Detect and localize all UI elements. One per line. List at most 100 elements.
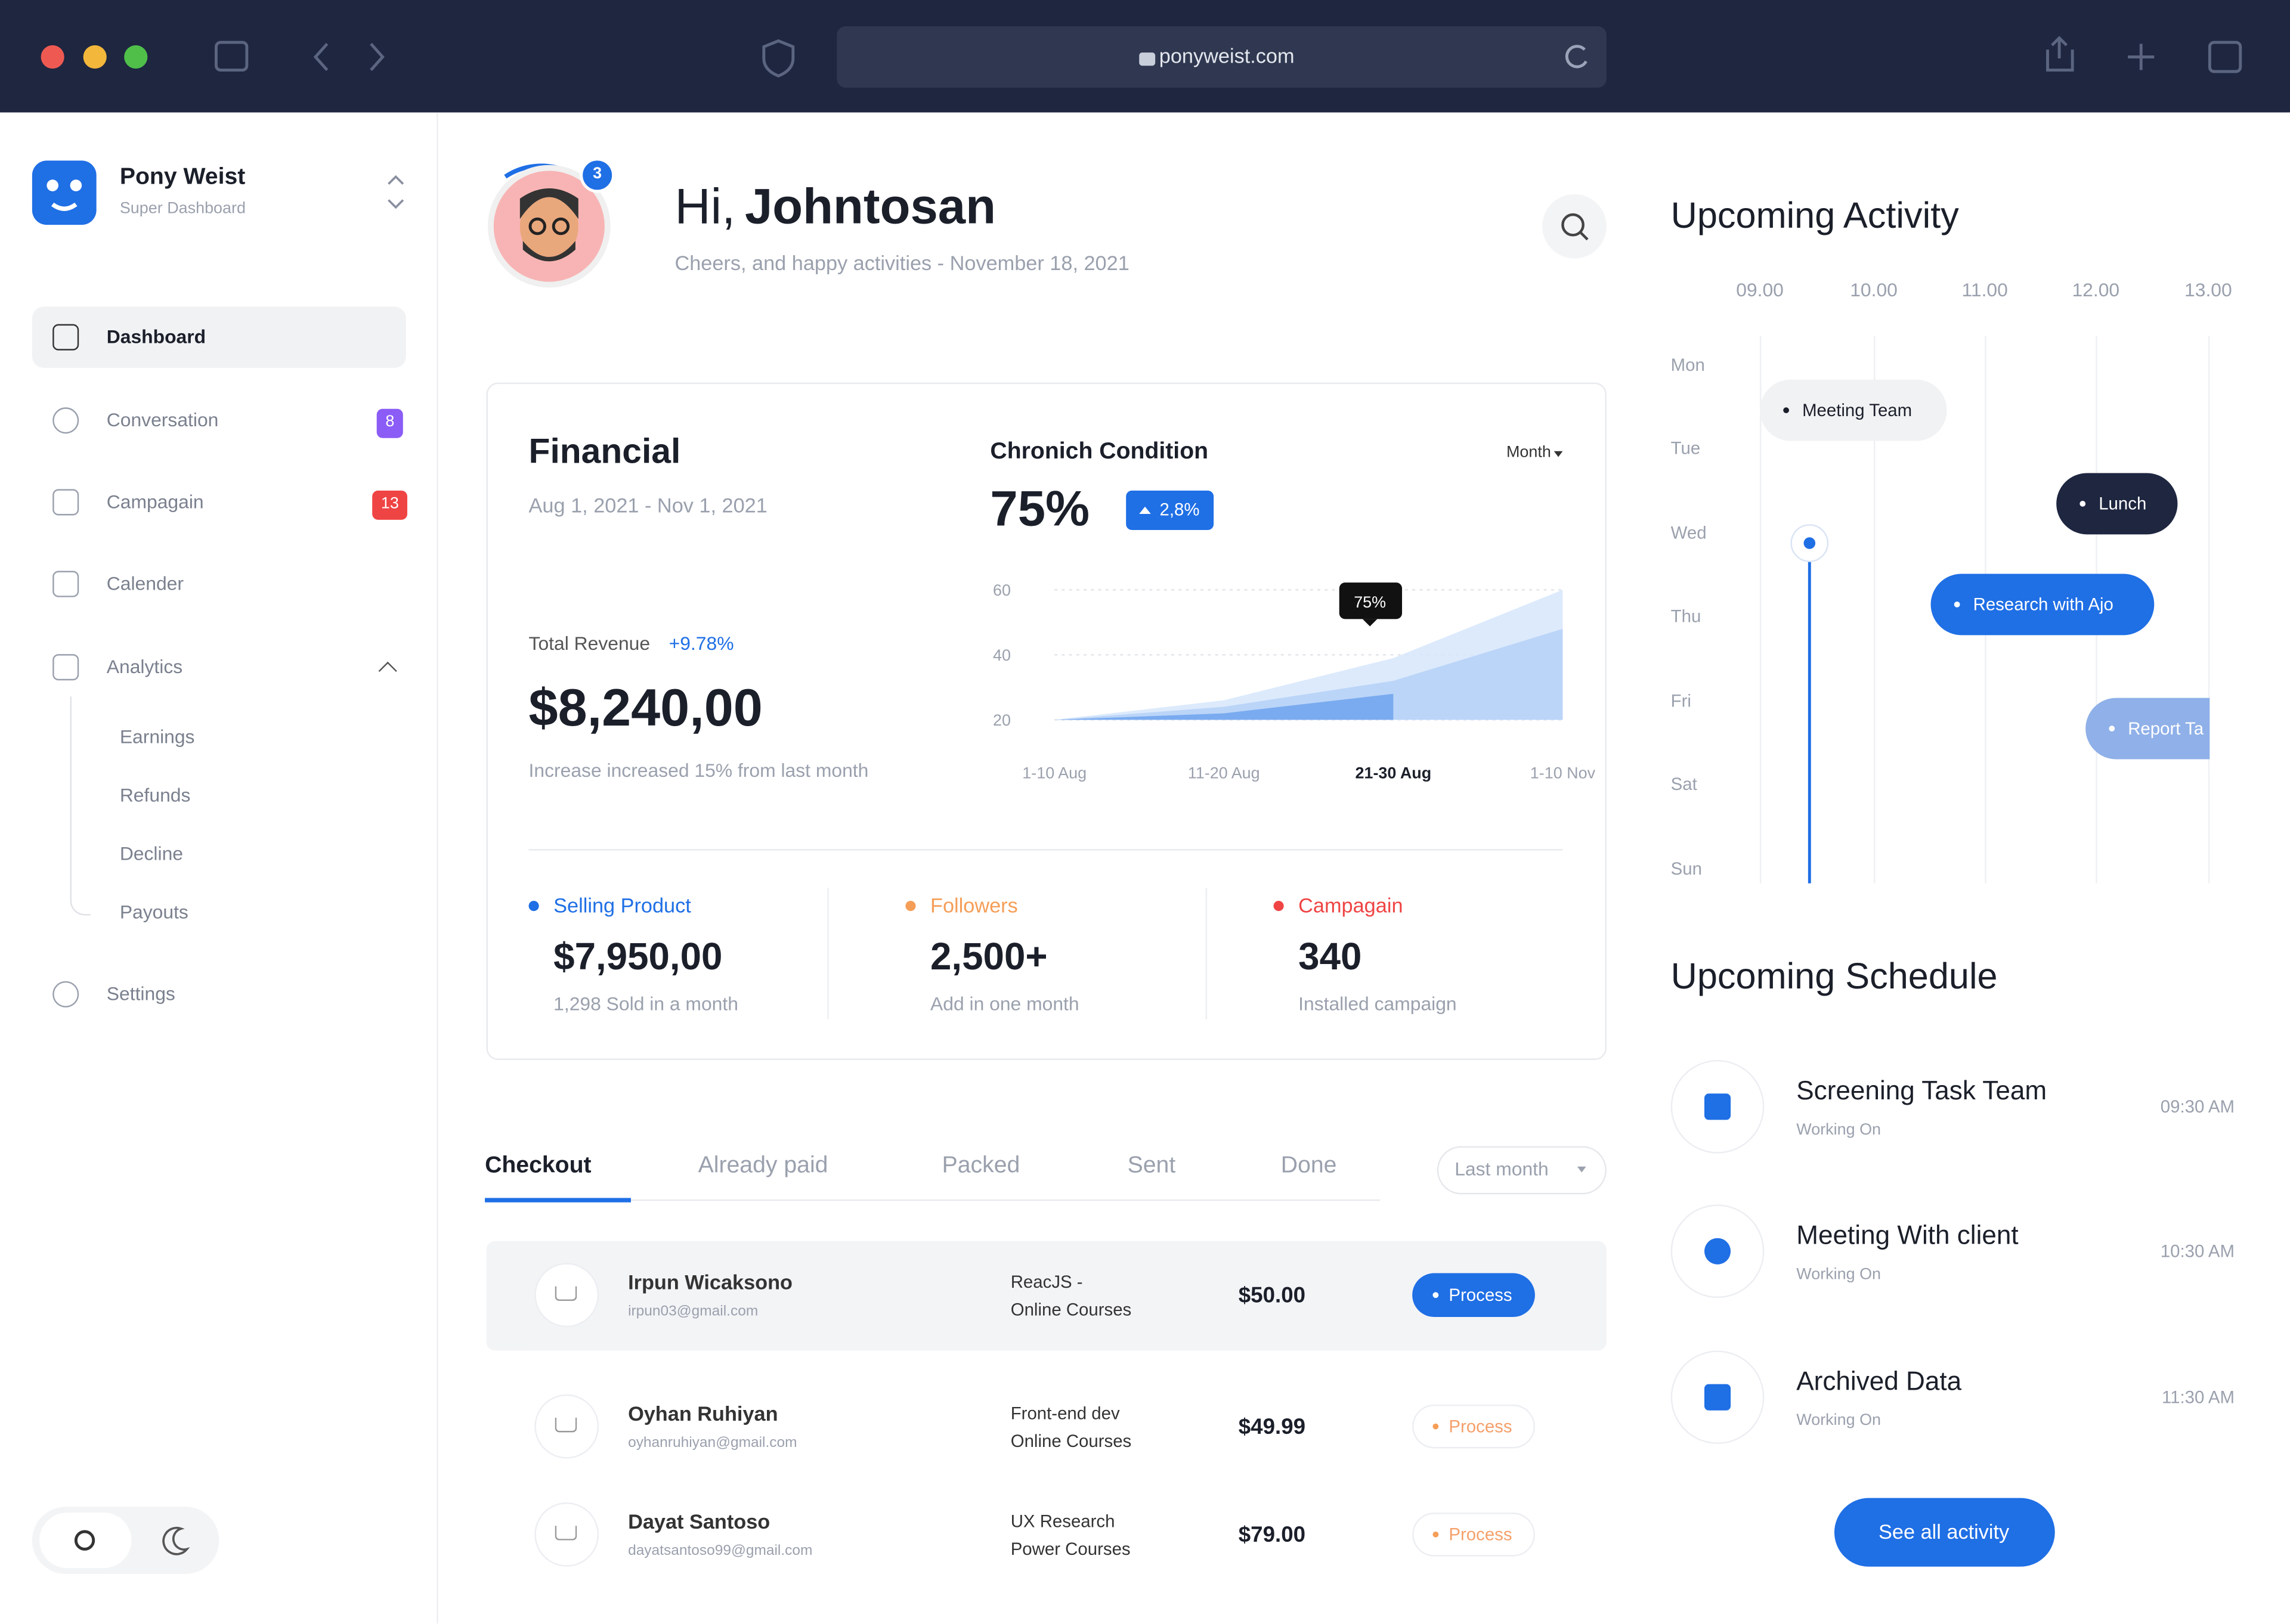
share-icon[interactable] (2046, 36, 2074, 72)
event-pill[interactable] (1760, 379, 1947, 441)
logo-eye (70, 179, 82, 191)
lock-icon (1139, 52, 1156, 66)
filter-pill[interactable] (1437, 1146, 1607, 1195)
maximize-dot[interactable] (124, 45, 148, 69)
hour-label: 09.00 (1736, 278, 1784, 301)
x-tick-label: 11-20 Aug (1188, 764, 1260, 782)
schedule-title: Upcoming Schedule (1670, 955, 1998, 997)
new-tab-icon[interactable] (2128, 44, 2155, 70)
reload-icon[interactable] (1565, 45, 1587, 69)
url: ponyweist.com (1159, 44, 1295, 68)
menu-icon (52, 571, 79, 597)
brand-name: Pony Weist (119, 165, 246, 190)
user-name: Johntosan (744, 179, 996, 235)
up-caret (1139, 501, 1151, 515)
see-all-button[interactable] (1834, 1498, 2055, 1567)
customer-email: oyhanruhiyan@gmail.com (628, 1435, 797, 1452)
menu-item[interactable]: Analytics (106, 655, 183, 678)
stat-value: $7,950,00 (553, 934, 723, 978)
hour-label: 11.00 (1961, 278, 2008, 301)
submenu-item[interactable]: Decline (119, 842, 184, 864)
theme-light[interactable] (39, 1513, 132, 1569)
stat-label: Followers (930, 894, 1018, 918)
menu-badge: 13 (372, 491, 408, 520)
tooltip-arrow (1362, 619, 1378, 627)
day-label: Sun (1670, 858, 1702, 879)
menu-item[interactable]: Campagain (106, 490, 204, 513)
hour-label: 12.00 (2072, 278, 2120, 301)
tab[interactable]: Packed (942, 1153, 1020, 1178)
stat-dot (528, 901, 539, 912)
stat-note: Installed campaign (1298, 993, 1457, 1015)
tab[interactable]: Sent (1127, 1153, 1176, 1178)
close-dot[interactable] (41, 45, 64, 69)
menu-icon (52, 324, 79, 351)
submenu-item[interactable]: Refunds (119, 783, 191, 806)
notification-count: 3 (593, 165, 602, 183)
event-pill[interactable] (2085, 698, 2210, 760)
search-button[interactable] (1542, 194, 1607, 259)
menu-item[interactable]: Dashboard (106, 325, 206, 348)
schedule-item-time: 11:30 AM (2161, 1386, 2235, 1407)
schedule-icon (1704, 1238, 1731, 1265)
status-pill[interactable] (1412, 1404, 1535, 1449)
time-dot-inner (1803, 537, 1816, 549)
minimize-dot[interactable] (83, 45, 107, 69)
time-line (1808, 543, 1811, 884)
course-line: ReacJS - (1010, 1271, 1083, 1292)
tooltip-label: 75% (1354, 593, 1386, 611)
course-line: Online Courses (1010, 1298, 1132, 1319)
event-pill[interactable] (2056, 473, 2178, 535)
sidebar-icon[interactable] (215, 41, 249, 72)
status-pill[interactable] (1412, 1513, 1535, 1557)
cart-icon-bg (534, 1394, 599, 1459)
y-tick-label: 40 (993, 646, 1011, 664)
customer-email: irpun03@gmail.com (628, 1303, 759, 1320)
submenu-item[interactable]: Payouts (119, 900, 188, 923)
customer-email: dayatsantoso99@gmail.com (628, 1543, 813, 1560)
tab[interactable]: Already paid (698, 1153, 828, 1178)
tabs-icon[interactable] (2208, 41, 2242, 73)
event-pill[interactable] (1930, 574, 2155, 636)
avatar-face (519, 191, 578, 262)
stat-note: 1,298 Sold in a month (553, 993, 738, 1015)
status-pill[interactable] (1412, 1273, 1535, 1317)
financial-card (486, 382, 1607, 1060)
stat-dot (1273, 901, 1284, 912)
chart-title: Chronich Condition (990, 439, 1209, 464)
url-bar[interactable] (837, 26, 1607, 88)
day-label: Tue (1670, 438, 1701, 459)
stat-value: 340 (1298, 934, 1362, 978)
day-label: Mon (1670, 354, 1705, 375)
cart-icon (555, 1417, 577, 1433)
selected-row-bg (486, 1241, 1607, 1351)
submenu-item[interactable]: Earnings (119, 725, 195, 748)
day-label: Wed (1670, 522, 1707, 543)
tab[interactable]: Checkout (485, 1153, 592, 1178)
tab[interactable]: Done (1280, 1153, 1337, 1178)
event-dot (1954, 601, 1960, 608)
stat-label: Campagain (1298, 894, 1403, 918)
menu-item[interactable]: Calender (106, 572, 184, 594)
tree-line (70, 696, 91, 916)
schedule-icon (1704, 1093, 1731, 1120)
event-label: Report Ta (2128, 717, 2204, 739)
menu-item[interactable]: Settings (106, 982, 175, 1005)
status: Process (1449, 1415, 1512, 1436)
area (1054, 628, 1563, 720)
switch-icon[interactable] (388, 175, 404, 209)
logo-mouth (51, 202, 78, 211)
menu-item[interactable]: Conversation (106, 408, 219, 431)
filter-label: Last month (1455, 1157, 1549, 1180)
day-label: Sat (1670, 774, 1697, 795)
notification-badge (580, 157, 615, 193)
menu-active-bg[interactable] (32, 306, 406, 368)
chart-filter: Month (1506, 444, 1551, 462)
nav-arrows[interactable] (313, 42, 385, 72)
moon-icon[interactable] (162, 1526, 190, 1555)
y-tick-label: 60 (993, 581, 1011, 599)
customer-name: Irpun Wicaksono (628, 1270, 793, 1294)
see-all-label[interactable]: See all activity (1879, 1520, 2010, 1544)
event-label: Lunch (2099, 492, 2147, 514)
